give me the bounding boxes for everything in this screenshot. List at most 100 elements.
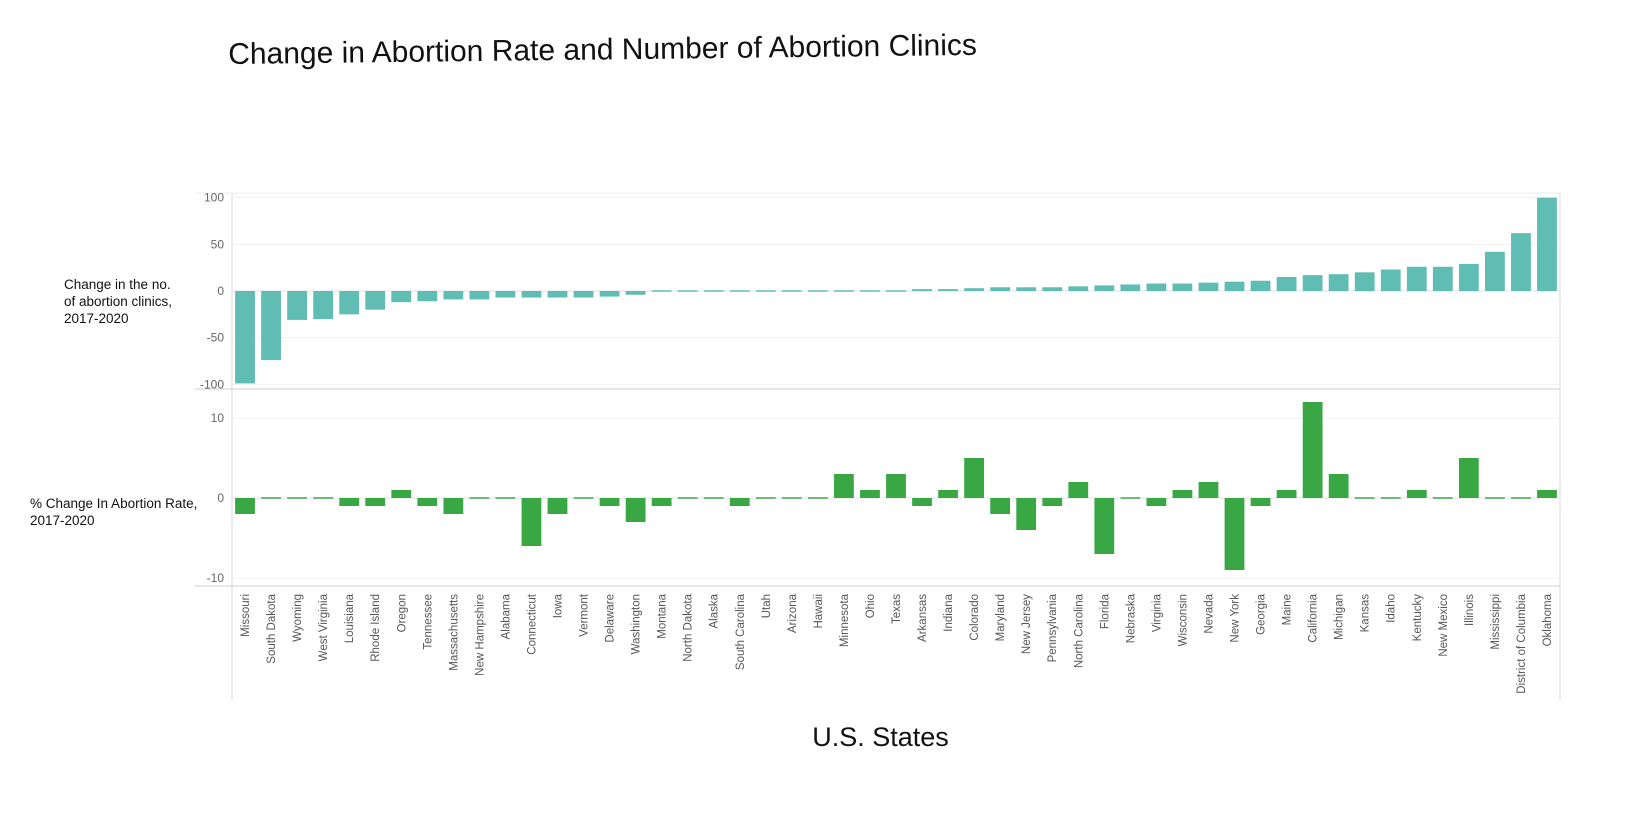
bar-nebraska [1120, 284, 1141, 291]
x-tick-label: Missouri [240, 594, 252, 637]
bar-arizona [781, 290, 802, 292]
bar-arizona [781, 497, 802, 499]
bar-florida [1094, 285, 1115, 291]
y-tick-label: -10 [207, 571, 225, 585]
bar-arkansas [912, 498, 932, 506]
bar-florida [1094, 498, 1115, 554]
bar-utah [755, 497, 776, 499]
bar-south-carolina [729, 498, 750, 506]
bar-connecticut [521, 291, 542, 298]
bar-iowa [547, 498, 568, 514]
x-axis-label: U.S. States [812, 722, 949, 752]
bar-kentucky [1406, 490, 1427, 498]
bar-new-york [1224, 498, 1245, 570]
bar-oklahoma [1537, 490, 1557, 498]
bar-oregon [391, 490, 412, 498]
x-tick-label: Delaware [605, 594, 617, 643]
bar-massachusetts [443, 498, 464, 514]
bar-ohio [860, 290, 880, 292]
bar-west-virginia [313, 497, 334, 499]
bar-illinois [1458, 458, 1479, 498]
bar-montana [651, 498, 672, 506]
y-tick-label: 0 [217, 491, 224, 505]
bar-iowa [547, 291, 568, 298]
bar-tennessee [417, 291, 438, 302]
bar-pennsylvania [1042, 287, 1063, 291]
x-tick-label: Nevada [1203, 593, 1215, 633]
bar-delaware [599, 291, 620, 297]
x-tick-label: New Jersey [1021, 594, 1033, 654]
bar-kentucky [1406, 266, 1427, 291]
x-tick-label: Connecticut [526, 593, 538, 655]
bar-arkansas [912, 289, 932, 291]
bar-california [1302, 275, 1323, 291]
x-tick-label: Hawaii [813, 594, 825, 629]
bar-kansas [1354, 497, 1375, 499]
bar-new-hampshire [469, 291, 490, 300]
bar-south-dakota [261, 497, 281, 499]
x-tick-label: New Hampshire [474, 594, 486, 676]
bar-nevada [1198, 282, 1219, 291]
bar-missouri [235, 498, 255, 514]
x-tick-label: Vermont [579, 593, 591, 637]
y-tick-label: -100 [200, 377, 224, 391]
x-tick-label: Louisiana [344, 593, 356, 643]
bar-new-hampshire [469, 497, 490, 499]
bar-nevada [1198, 482, 1219, 498]
bar-virginia [1146, 498, 1167, 506]
bar-hawaii [807, 290, 828, 292]
bar-oregon [391, 291, 412, 303]
x-tick-label: Texas [891, 594, 903, 624]
x-tick-label: Nebraska [1125, 593, 1137, 643]
bar-washington [625, 291, 646, 295]
x-tick-label: Alaska [709, 593, 721, 628]
x-tick-label: Virginia [1151, 593, 1163, 632]
x-tick-label: Wisconsin [1177, 594, 1189, 646]
bar-wisconsin [1172, 490, 1193, 498]
bar-new-york [1224, 281, 1245, 291]
y-tick-label: -50 [207, 331, 225, 345]
x-tick-label: Arkansas [917, 594, 929, 642]
x-tick-label: Iowa [552, 593, 564, 618]
bar-maine [1276, 490, 1297, 498]
bar-north-carolina [1068, 482, 1089, 498]
bar-south-dakota [261, 291, 281, 361]
bar-new-jersey [1016, 287, 1037, 291]
bar-maryland [990, 498, 1011, 514]
bar-north-dakota [677, 290, 698, 292]
bar-texas [886, 474, 906, 498]
bar-alabama [495, 291, 516, 298]
bar-texas [886, 290, 906, 292]
x-tick-label: Georgia [1256, 593, 1268, 635]
x-tick-label: Florida [1099, 593, 1111, 629]
bar-wyoming [287, 497, 307, 499]
bar-massachusetts [443, 291, 464, 300]
bar-south-carolina [729, 290, 750, 292]
bar-oklahoma [1537, 197, 1557, 291]
bar-minnesota [834, 290, 854, 292]
bar-mississippi [1485, 251, 1505, 291]
x-tick-label: Tennessee [422, 594, 434, 650]
y-tick-label: 50 [211, 237, 225, 251]
bar-tennessee [417, 498, 438, 506]
x-tick-label: Indiana [943, 593, 955, 631]
x-tick-label: Idaho [1386, 594, 1398, 623]
x-tick-label: Mississippi [1490, 594, 1502, 650]
bar-delaware [599, 498, 620, 506]
bar-colorado [964, 288, 985, 291]
y-tick-label: 10 [211, 411, 225, 425]
bar-california [1302, 402, 1323, 498]
bar-new-jersey [1016, 498, 1037, 530]
x-tick-label: South Dakota [266, 593, 278, 663]
bar-vermont [573, 291, 594, 298]
bar-alaska [703, 290, 724, 292]
bar-colorado [964, 458, 985, 498]
x-tick-label: Oregon [396, 594, 408, 632]
x-tick-label: Massachusetts [448, 594, 460, 671]
x-tick-label: Illinois [1464, 594, 1476, 626]
bar-maryland [990, 287, 1011, 291]
bottom-chart-ylabel: % Change In Abortion Rate, 2017-2020 [30, 496, 198, 528]
x-tick-label: Colorado [969, 594, 981, 641]
